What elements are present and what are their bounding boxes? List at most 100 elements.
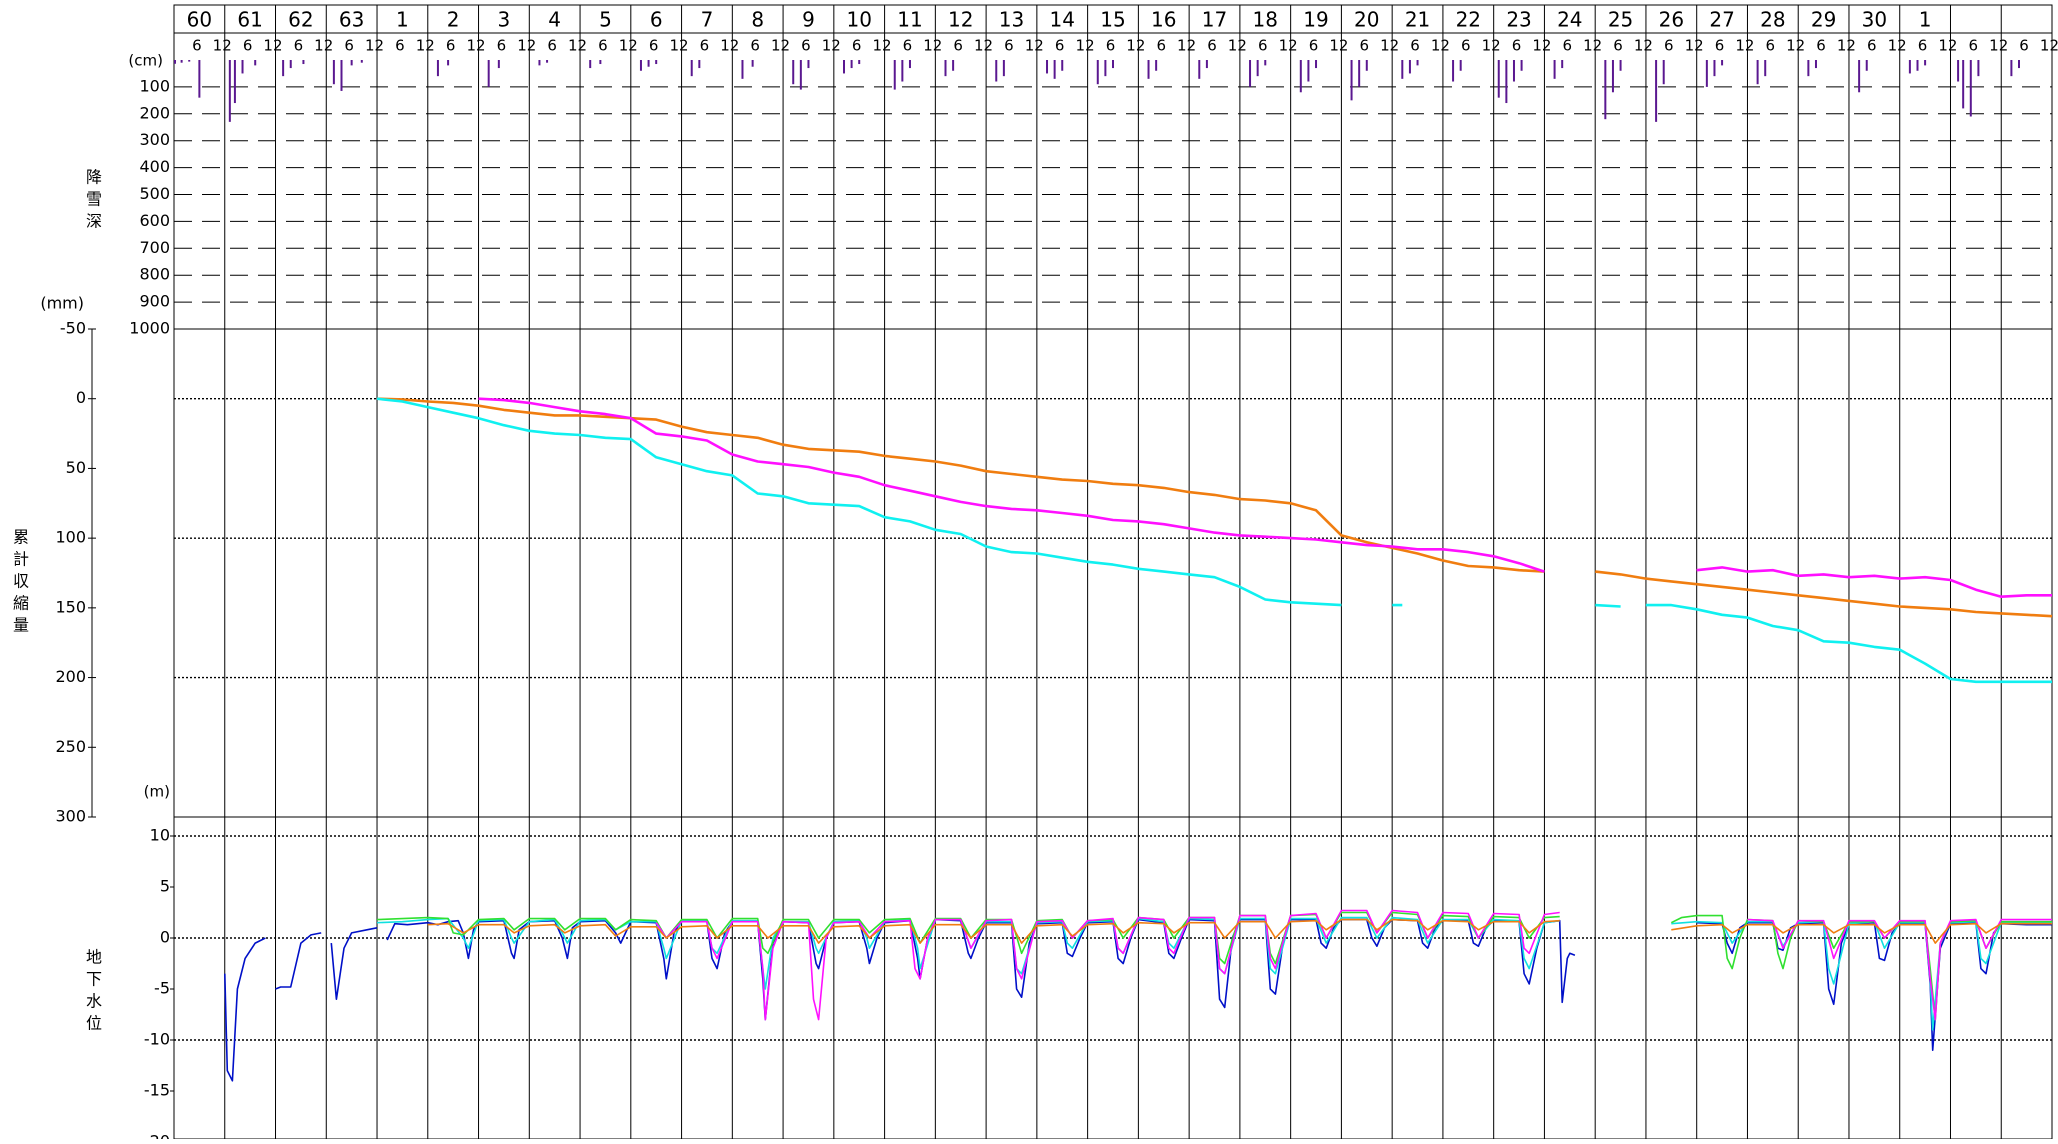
tick-6-label: 6 [1715,37,1725,55]
groundwater-unit-label: (m) [144,783,170,801]
tick-12-label: 12 [2040,37,2058,55]
column-label: 28 [1760,8,1785,32]
groundwater-tick-label: -20 [144,1132,170,1140]
snow-unit-label: (cm) [128,52,163,70]
tick-12-label: 12 [1126,37,1145,55]
tick-6-label: 6 [344,37,354,55]
shrinkage-axis-title-char: 収 [13,572,29,591]
snow-tick-label: 100 [139,76,170,95]
tick-12-label: 12 [1025,37,1044,55]
shrinkage-tick-label: 200 [55,667,86,686]
tick-12-label: 12 [1989,37,2008,55]
column-label: 3 [498,8,511,32]
snow-tick-label: 800 [139,265,170,284]
tick-6-label: 6 [1867,37,1877,55]
column-label: 30 [1862,8,1887,32]
tick-6-label: 6 [1512,37,1522,55]
column-label: 23 [1506,8,1531,32]
column-label: 61 [237,8,262,32]
column-label: 27 [1709,8,1734,32]
tick-6-label: 6 [1207,37,1217,55]
tick-12-label: 12 [1228,37,1247,55]
column-label: 29 [1811,8,1836,32]
snow-tick-label: 700 [139,238,170,257]
column-label: 60 [187,8,212,32]
groundwater-series-line [224,918,2052,1082]
tick-6-label: 6 [1309,37,1319,55]
tick-6-label: 6 [700,37,710,55]
tick-12-label: 12 [1329,37,1348,55]
tick-6-label: 6 [1359,37,1369,55]
tick-12-label: 12 [314,37,333,55]
tick-6-label: 6 [903,37,913,55]
plot-frame [173,4,2053,1140]
shrinkage-tick-label: 0 [76,388,86,407]
tick-6-label: 6 [446,37,456,55]
tick-12-label: 12 [1076,37,1095,55]
tick-12-label: 12 [1380,37,1399,55]
tick-6-label: 6 [294,37,304,55]
column-label: 11 [897,8,922,32]
tick-12-label: 12 [1786,37,1805,55]
tick-6-label: 6 [1562,37,1572,55]
tick-6-label: 6 [192,37,202,55]
column-label: 10 [846,8,871,32]
tick-6-label: 6 [547,37,557,55]
tick-12-label: 12 [873,37,892,55]
groundwater-tick-label: 0 [160,928,170,947]
column-label: 17 [1202,8,1227,32]
tick-12-label: 12 [923,37,942,55]
shrinkage-tick-label: 100 [55,528,86,547]
tick-12-label: 12 [416,37,435,55]
tick-6-label: 6 [243,37,253,55]
groundwater-tick-label: 5 [160,877,170,896]
tick-12-label: 12 [669,37,688,55]
tick-6-label: 6 [1258,37,1268,55]
tick-6-label: 6 [1766,37,1776,55]
tick-12-label: 12 [1634,37,1653,55]
groundwater-tick-label: 10 [150,826,170,845]
groundwater-axis-title-char: 水 [86,992,102,1011]
column-label: 22 [1456,8,1481,32]
shrinkage-series-line [478,397,2052,598]
column-label: 63 [339,8,364,32]
snow-tick-label: 900 [139,292,170,311]
tick-12-label: 12 [1279,37,1298,55]
tick-6-label: 6 [1156,37,1166,55]
column-label: 25 [1608,8,1633,32]
column-label: 21 [1405,8,1430,32]
groundwater-axis-title-char: 下 [86,970,102,989]
column-label: 7 [701,8,714,32]
column-label: 62 [288,8,313,32]
column-label: 14 [1050,8,1075,32]
tick-6-label: 6 [1816,37,1826,55]
groundwater-axis-title-char: 位 [86,1014,102,1033]
tick-12-label: 12 [1837,37,1856,55]
tick-12-label: 12 [1938,37,1957,55]
column-label: 1 [396,8,409,32]
groundwater-series-line [376,916,2052,1031]
column-label: 4 [548,8,561,32]
tick-12-label: 12 [720,37,739,55]
tick-6-label: 6 [953,37,963,55]
tick-12-label: 12 [822,37,841,55]
shrinkage-tick-label: 300 [55,807,86,826]
column-label: 20 [1354,8,1379,32]
tick-12-label: 12 [1735,37,1754,55]
tick-6-label: 6 [1461,37,1471,55]
snow-tick-label: 600 [139,211,170,230]
shrinkage-tick-label: 250 [55,737,86,756]
column-label: 26 [1659,8,1684,32]
tick-12-label: 12 [213,37,232,55]
tick-6-label: 6 [1004,37,1014,55]
groundwater-series-line [655,909,2052,1021]
shrinkage-tick-label: 50 [66,458,86,477]
column-label: 9 [802,8,815,32]
tick-12-label: 12 [619,37,638,55]
tick-12-label: 12 [365,37,384,55]
tick-6-label: 6 [750,37,760,55]
column-label: 5 [599,8,612,32]
tick-12-label: 12 [466,37,485,55]
snow-tick-label: 400 [139,157,170,176]
